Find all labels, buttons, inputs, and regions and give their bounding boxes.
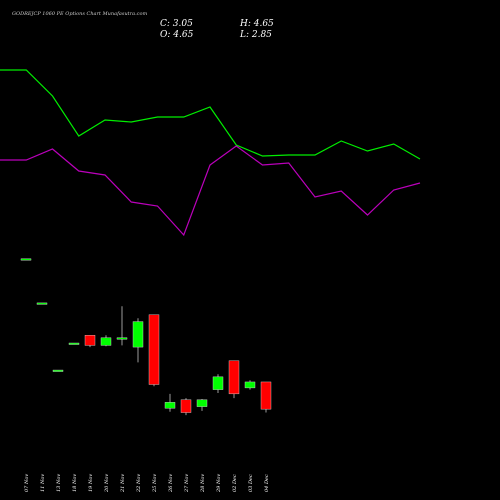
candle-body (68, 342, 80, 345)
x-tick-label: 20 Nov (104, 474, 110, 493)
candle-body (180, 399, 192, 413)
x-tick-label: 26 Nov (168, 474, 174, 493)
x-tick-label: 13 Nov (56, 474, 62, 492)
x-tick-label: 27 Nov (184, 474, 190, 493)
x-tick-label: 07 Nov (24, 474, 30, 492)
candle-body (196, 399, 208, 407)
high-label: H: 4.65 (239, 19, 274, 29)
candle-body (244, 381, 256, 389)
candle-body (212, 376, 224, 390)
candle-body (36, 302, 48, 305)
candle-body (260, 381, 272, 410)
open-label: O: 4.65 (160, 30, 194, 40)
x-tick-label: 18 Nov (72, 474, 78, 492)
chart-title: GODREJCP 1060 PE Options Chart Munafasut… (12, 11, 147, 17)
candle-body (132, 321, 144, 348)
candle-body (116, 337, 128, 340)
candle-body (84, 335, 96, 346)
candle-body (164, 402, 176, 409)
x-tick-label: 29 Nov (216, 474, 222, 493)
x-tick-label: 28 Nov (200, 474, 206, 493)
candle-body (228, 360, 240, 395)
x-tick-label: 04 Dec (264, 474, 270, 492)
candle-body (20, 258, 32, 261)
x-tick-label: 19 Nov (88, 474, 94, 492)
line-series (0, 69, 421, 160)
candle-body (148, 314, 160, 385)
x-tick-label: 02 Dec (232, 474, 238, 492)
x-tick-label: 21 Nov (120, 474, 126, 493)
x-tick-label: 22 Nov (136, 474, 142, 493)
x-tick-label: 03 Dec (248, 474, 254, 492)
candle-body (100, 337, 112, 346)
low-label: L: 2.85 (239, 30, 272, 40)
x-tick-label: 11 Nov (40, 474, 46, 492)
close-label: C: 3.05 (160, 19, 193, 29)
x-tick-label: 25 Nov (152, 474, 158, 493)
line-series (0, 145, 421, 237)
candle-body (52, 369, 64, 372)
